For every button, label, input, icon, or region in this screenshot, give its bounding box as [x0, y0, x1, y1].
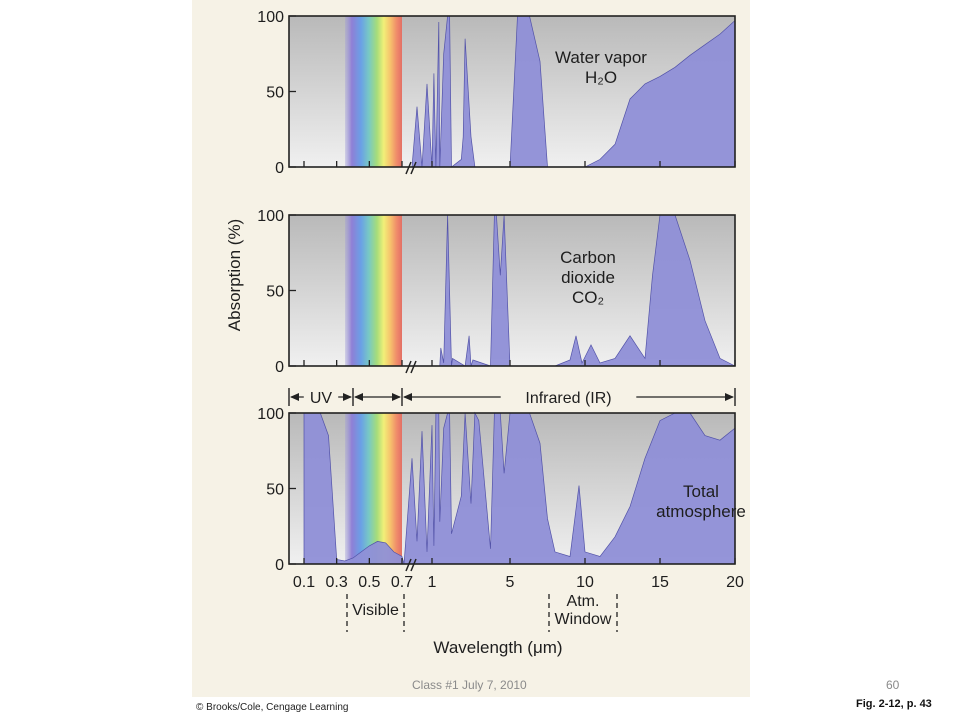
- arrow-head: [392, 393, 401, 401]
- bracket-label: Atm.: [567, 593, 600, 610]
- axis-break-mark: [405, 161, 412, 175]
- y-tick-label: 100: [257, 406, 284, 423]
- axis-break-mark: [410, 558, 417, 572]
- panel-3: [288, 411, 736, 572]
- axis-break-mark: [405, 558, 412, 572]
- page-number: 60: [886, 678, 900, 692]
- y-tick-label: 0: [275, 557, 284, 574]
- x-tick-label: 0.3: [326, 574, 348, 591]
- panel-label-line: Carbon: [560, 248, 616, 267]
- panel-2: [288, 214, 736, 374]
- arrow-head: [354, 393, 363, 401]
- x-tick-label: 20: [726, 574, 744, 591]
- panel-label-line: atmosphere: [656, 502, 746, 521]
- footer-title: Class #1 July 7, 2010: [412, 678, 527, 692]
- axis-break-mark: [410, 360, 417, 374]
- panel-1: [288, 15, 736, 175]
- x-tick-label: 10: [576, 574, 594, 591]
- x-tick-label: 15: [651, 574, 669, 591]
- figure-panel: Absorption (%) 0 50 100 Water vapor H₂O 0 50 100…: [192, 0, 750, 697]
- slide-footer: Class #1 July 7, 2010 60: [0, 678, 960, 694]
- x-tick-label: 0.7: [391, 574, 413, 591]
- axis-break-mark: [410, 161, 417, 175]
- arrow-head: [290, 393, 299, 401]
- panel-label-line: dioxide: [561, 268, 615, 287]
- y-tick-label: 0: [275, 160, 284, 177]
- y-tick-label: 100: [257, 9, 284, 26]
- y-tick-label: 0: [275, 359, 284, 376]
- axis-break-mark: [405, 360, 412, 374]
- panel-label-line: H₂O: [585, 68, 617, 87]
- figure-reference: Fig. 2-12, p. 43: [856, 698, 932, 710]
- region-label: UV: [310, 390, 333, 407]
- x-tick-label: 0.1: [293, 574, 315, 591]
- y-tick-label: 50: [266, 284, 284, 301]
- arrow-head: [343, 393, 352, 401]
- bracket-label: Visible: [352, 602, 399, 619]
- y-axis-title: Absorption (%): [225, 219, 244, 331]
- x-tick-label: 5: [506, 574, 515, 591]
- copyright-credit: © Brooks/Cole, Cengage Learning: [196, 702, 349, 713]
- y-tick-label: 50: [266, 482, 284, 499]
- visible-spectrum-band: [345, 215, 402, 366]
- x-tick-label: 0.5: [358, 574, 380, 591]
- panel-label-line: CO₂: [572, 288, 604, 307]
- x-tick-label: 1: [428, 574, 437, 591]
- visible-spectrum-band: [345, 16, 402, 167]
- arrow-head: [403, 393, 412, 401]
- region-label: Infrared (IR): [525, 390, 611, 407]
- visible-spectrum-band: [345, 413, 402, 564]
- panel-label-line: Total: [683, 482, 719, 501]
- x-axis-title: Wavelength (μm): [433, 638, 562, 657]
- y-tick-label: 50: [266, 85, 284, 102]
- arrow-head: [725, 393, 734, 401]
- y-tick-label: 100: [257, 208, 284, 225]
- bracket-label: Window: [555, 611, 612, 628]
- panel-label-line: Water vapor: [555, 48, 647, 67]
